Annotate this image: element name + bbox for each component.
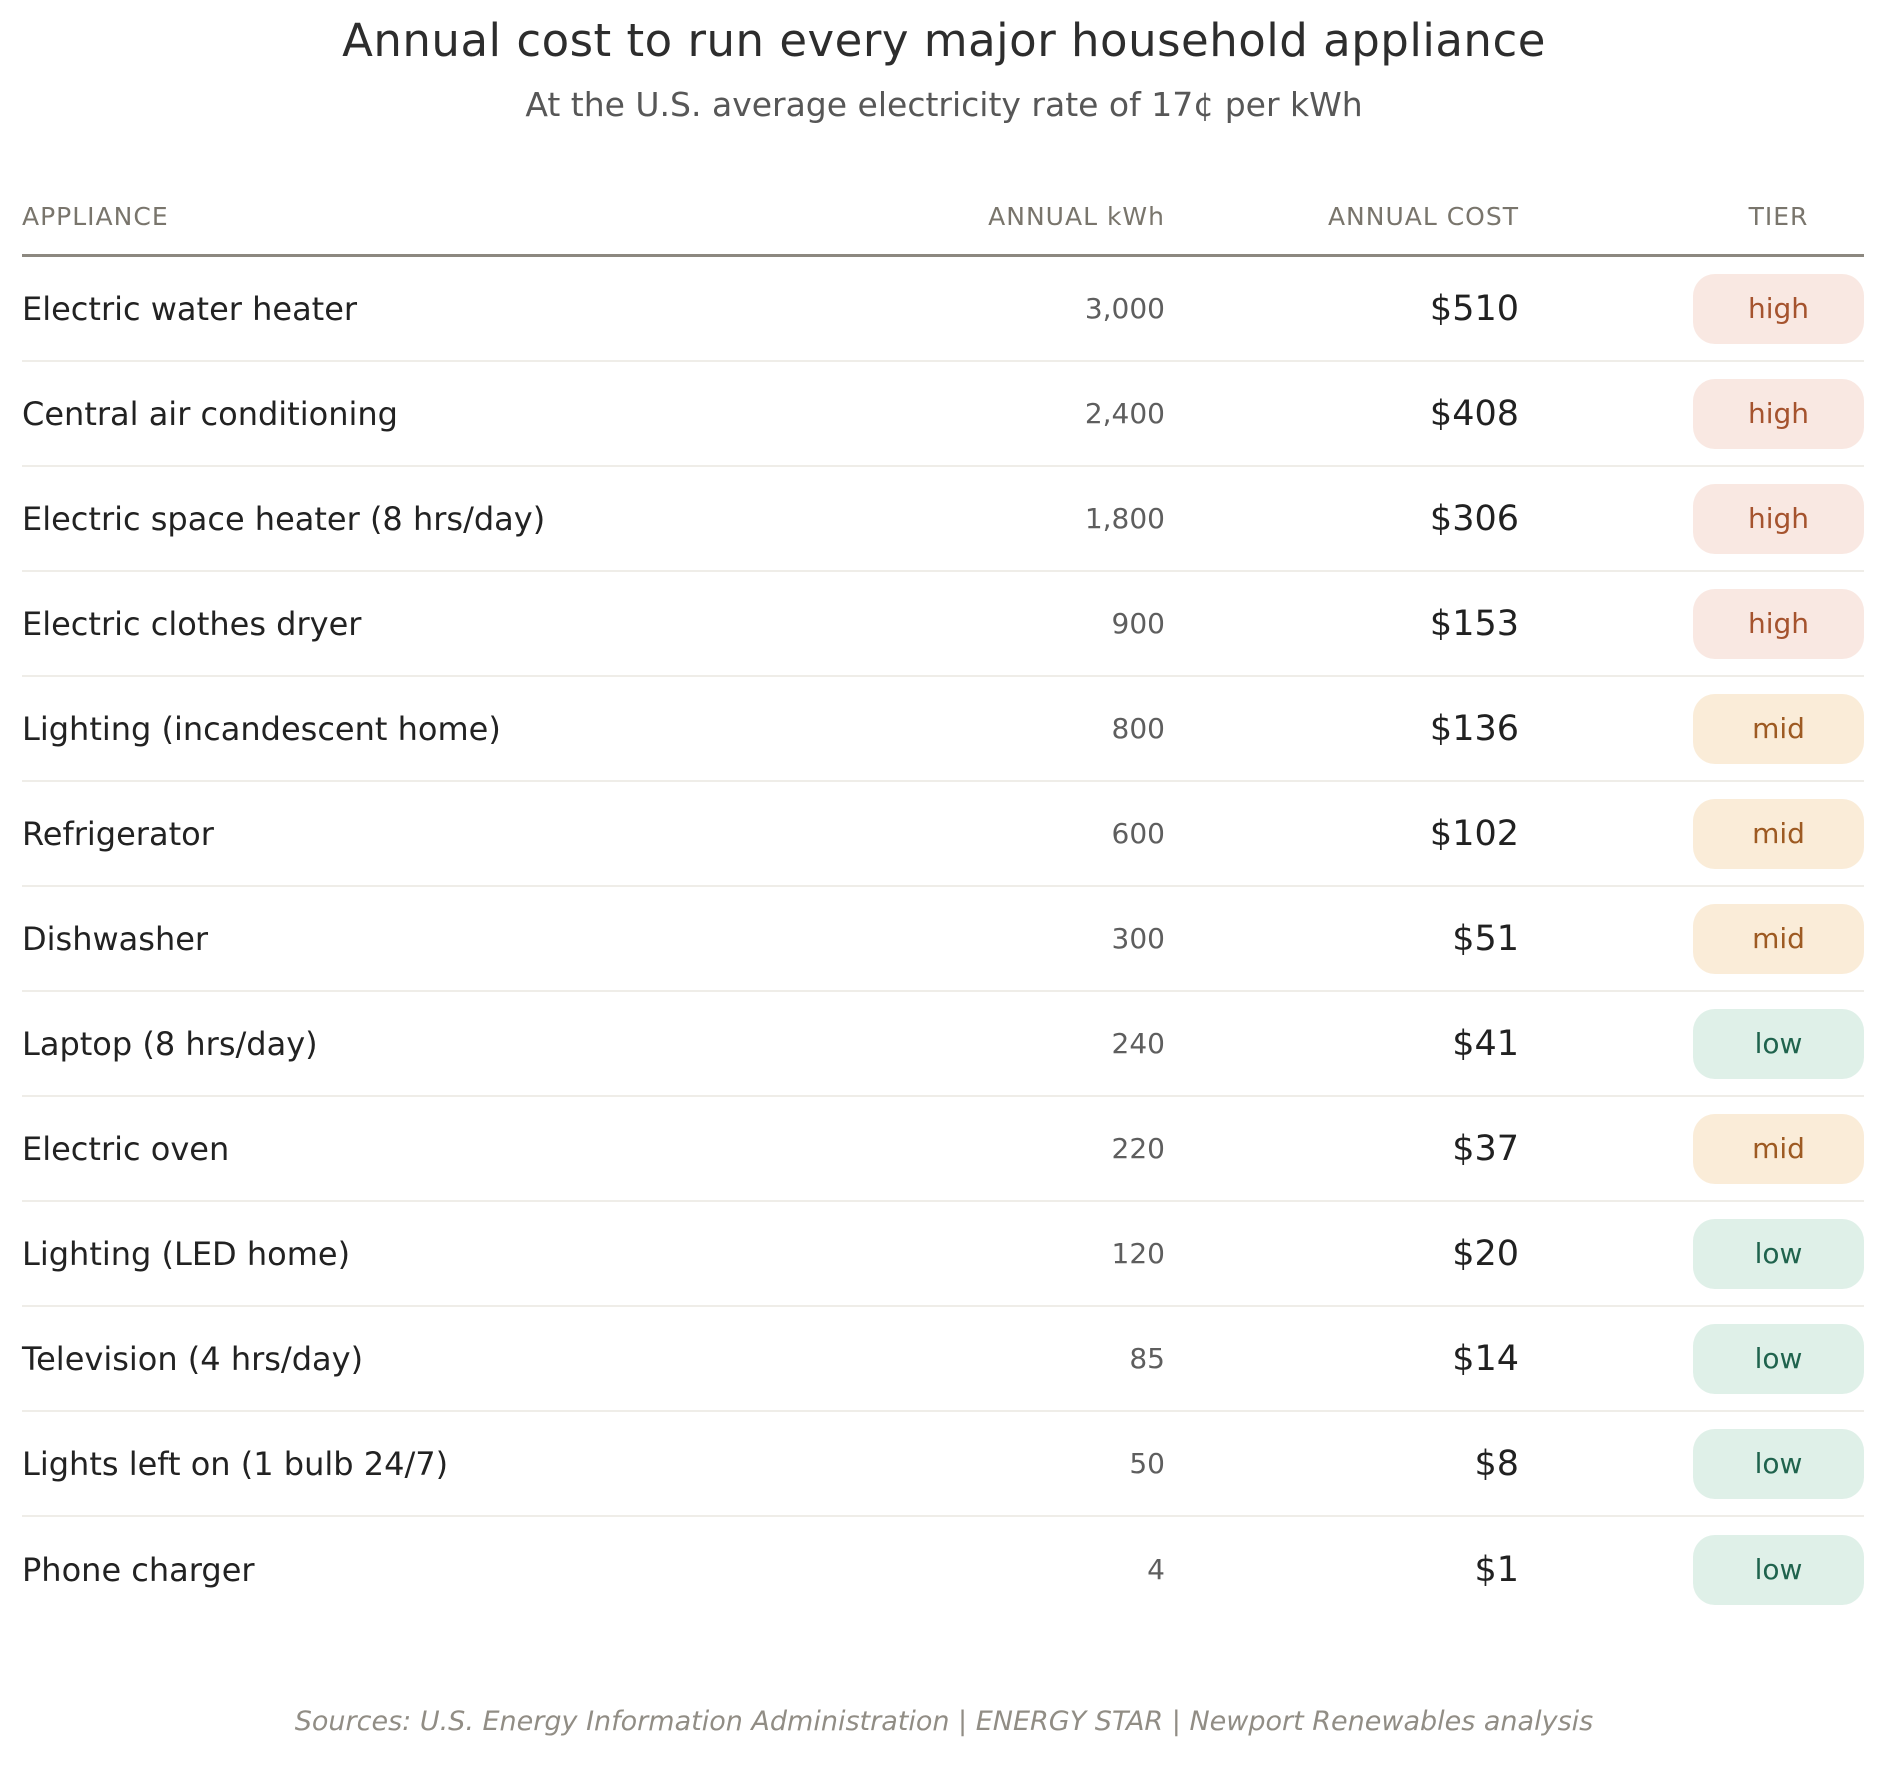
tier-badge-mid: mid [1693, 693, 1864, 764]
annual-kwh-value: 1,800 [1084, 502, 1165, 535]
tier-cell: mid [1693, 798, 1864, 869]
annual-kwh-value: 2,400 [1084, 397, 1165, 430]
table-header-row: APPLIANCE ANNUAL kWh ANNUAL COST TIER [22, 202, 1864, 257]
tier-cell: low [1693, 1323, 1864, 1394]
annual-cost-value: $20 [1452, 1233, 1519, 1274]
annual-cost-value: $102 [1429, 813, 1519, 854]
tier-cell: high [1693, 588, 1864, 659]
table-row: Electric water heater 3,000 $510 high [22, 257, 1864, 362]
appliance-cost-table: APPLIANCE ANNUAL kWh ANNUAL COST TIER El… [22, 202, 1864, 1622]
tier-badge-mid: mid [1693, 798, 1864, 869]
annual-cost-value: $306 [1429, 498, 1519, 539]
appliance-name: Laptop (8 hrs/day) [22, 1024, 318, 1063]
tier-cell: mid [1693, 693, 1864, 764]
table-row: Electric oven 220 $37 mid [22, 1097, 1864, 1202]
annual-cost-value: $1 [1474, 1549, 1519, 1590]
tier-badge-low: low [1693, 1008, 1864, 1079]
annual-cost-value: $153 [1429, 603, 1519, 644]
table-body: Electric water heater 3,000 $510 high Ce… [22, 257, 1864, 1622]
tier-cell: mid [1693, 903, 1864, 974]
tier-cell: low [1693, 1428, 1864, 1499]
table-row: Dishwasher 300 $51 mid [22, 887, 1864, 992]
annual-kwh-value: 50 [1129, 1447, 1165, 1480]
page-subtitle: At the U.S. average electricity rate of … [525, 85, 1363, 124]
appliance-name: Lights left on (1 bulb 24/7) [22, 1444, 449, 1483]
annual-cost-value: $37 [1452, 1128, 1519, 1169]
table-row: Lights left on (1 bulb 24/7) 50 $8 low [22, 1412, 1864, 1517]
annual-kwh-value: 4 [1147, 1553, 1165, 1586]
annual-cost-value: $41 [1452, 1023, 1519, 1064]
tier-cell: high [1693, 273, 1864, 344]
appliance-name: Electric water heater [22, 289, 358, 328]
appliance-name: Television (4 hrs/day) [22, 1339, 364, 1378]
table-row: Electric space heater (8 hrs/day) 1,800 … [22, 467, 1864, 572]
appliance-name: Electric space heater (8 hrs/day) [22, 499, 546, 538]
tier-cell: low [1693, 1218, 1864, 1289]
tier-cell: mid [1693, 1113, 1864, 1184]
annual-cost-value: $136 [1429, 708, 1519, 749]
tier-cell: high [1693, 483, 1864, 554]
tier-badge-low: low [1693, 1428, 1864, 1499]
tier-badge-low: low [1693, 1218, 1864, 1289]
sources-note: Sources: U.S. Energy Information Adminis… [294, 1706, 1594, 1737]
appliance-name: Refrigerator [22, 814, 214, 853]
tier-cell: high [1693, 378, 1864, 449]
annual-kwh-value: 120 [1111, 1237, 1165, 1270]
appliance-name: Phone charger [22, 1550, 255, 1589]
annual-cost-value: $8 [1474, 1443, 1519, 1484]
column-header-annual-cost: ANNUAL COST [1327, 202, 1519, 231]
table-row: Central air conditioning 2,400 $408 high [22, 362, 1864, 467]
annual-kwh-value: 600 [1111, 817, 1165, 850]
column-header-appliance: APPLIANCE [22, 202, 169, 231]
annual-kwh-value: 800 [1111, 712, 1165, 745]
tier-cell: low [1693, 1008, 1864, 1079]
table-row: Lighting (LED home) 120 $20 low [22, 1202, 1864, 1307]
appliance-name: Electric clothes dryer [22, 604, 362, 643]
infographic: Annual cost to run every major household… [0, 14, 1888, 1737]
appliance-name: Lighting (LED home) [22, 1234, 351, 1273]
annual-kwh-value: 220 [1111, 1132, 1165, 1165]
page-title: Annual cost to run every major household… [342, 14, 1546, 67]
annual-kwh-value: 3,000 [1084, 292, 1165, 325]
tier-badge-high: high [1693, 273, 1864, 344]
appliance-name: Lighting (incandescent home) [22, 709, 501, 748]
table-row: Laptop (8 hrs/day) 240 $41 low [22, 992, 1864, 1097]
annual-cost-value: $408 [1429, 393, 1519, 434]
annual-cost-value: $510 [1429, 288, 1519, 329]
tier-badge-high: high [1693, 378, 1864, 449]
tier-badge-low: low [1693, 1534, 1864, 1605]
annual-kwh-value: 300 [1111, 922, 1165, 955]
tier-badge-mid: mid [1693, 903, 1864, 974]
table-row: Lighting (incandescent home) 800 $136 mi… [22, 677, 1864, 782]
table-row: Electric clothes dryer 900 $153 high [22, 572, 1864, 677]
appliance-name: Central air conditioning [22, 394, 398, 433]
tier-badge-high: high [1693, 483, 1864, 554]
annual-cost-value: $14 [1452, 1338, 1519, 1379]
table-row: Refrigerator 600 $102 mid [22, 782, 1864, 887]
tier-badge-low: low [1693, 1323, 1864, 1394]
annual-cost-value: $51 [1452, 918, 1519, 959]
table-row: Phone charger 4 $1 low [22, 1517, 1864, 1622]
table-row: Television (4 hrs/day) 85 $14 low [22, 1307, 1864, 1412]
tier-cell: low [1693, 1534, 1864, 1605]
annual-kwh-value: 900 [1111, 607, 1165, 640]
annual-kwh-value: 85 [1129, 1342, 1165, 1375]
appliance-name: Dishwasher [22, 919, 209, 958]
column-header-tier: TIER [1748, 202, 1809, 231]
tier-badge-high: high [1693, 588, 1864, 659]
annual-kwh-value: 240 [1111, 1027, 1165, 1060]
tier-badge-mid: mid [1693, 1113, 1864, 1184]
appliance-name: Electric oven [22, 1129, 230, 1168]
column-header-annual-kwh: ANNUAL kWh [988, 202, 1165, 231]
